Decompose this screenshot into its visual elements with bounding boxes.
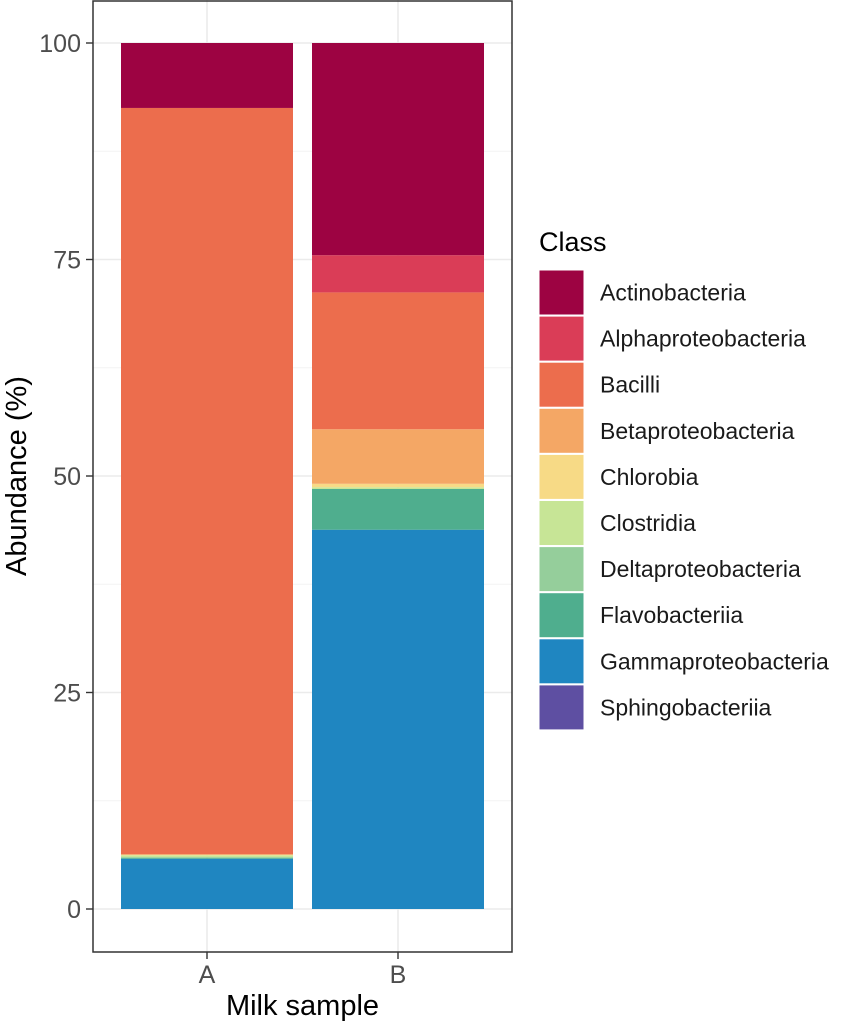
legend-label-deltaproteobacteria: Deltaproteobacteria [600, 556, 801, 582]
bar-segment-B-gammaproteobacteria [312, 529, 484, 909]
axes: 0 25 50 75 100 A B [39, 30, 406, 989]
legend-swatch-flavobacteriia [538, 592, 585, 639]
bar-segment-A-chlorobia [121, 854, 293, 856]
bar-segments [121, 43, 484, 909]
x-tick-label: A [199, 961, 216, 989]
bar-segment-B-alphaproteobacteria [312, 255, 484, 293]
bar-segment-A-flavobacteriia [121, 857, 293, 859]
y-tick-label: 25 [53, 680, 81, 708]
legend-label-gammaproteobacteria: Gammaproteobacteria [600, 648, 829, 674]
y-tick-label: 0 [67, 896, 81, 924]
legend-label-bacilli: Bacilli [600, 372, 660, 398]
legend: Actinobacteria Alphaproteobacteria Bacilli… [538, 269, 829, 731]
bar-segment-B-chlorobia [312, 483, 484, 488]
bar-segment-A-deltaproteobacteria [121, 857, 293, 858]
legend-swatch-alphaproteobacteria [538, 315, 585, 362]
legend-label-flavobacteriia: Flavobacteriia [600, 602, 743, 628]
x-tick-label: B [390, 961, 407, 989]
bar-segment-B-bacilli [312, 292, 484, 430]
y-tick-label: 50 [53, 463, 81, 491]
legend-swatch-gammaproteobacteria [538, 638, 585, 685]
bar-segment-B-clostridia [312, 487, 484, 489]
legend-swatch-sphingobacteriia [538, 684, 585, 731]
bar-segment-B-actinobacteria [312, 43, 484, 256]
legend-label-actinobacteria: Actinobacteria [600, 280, 746, 306]
bar-segment-A-bacilli [121, 107, 293, 855]
legend-swatch-deltaproteobacteria [538, 546, 585, 593]
y-tick-label: 100 [39, 30, 81, 58]
legend-label-alphaproteobacteria: Alphaproteobacteria [600, 326, 806, 352]
legend-label-chlorobia: Chlorobia [600, 464, 699, 490]
bar-segment-A-gammaproteobacteria [121, 858, 293, 909]
bar-segment-A-clostridia [121, 855, 293, 858]
bar-segment-B-betaproteobacteria [312, 429, 484, 484]
legend-swatch-bacilli [538, 361, 585, 408]
x-axis-title: Milk sample [226, 990, 379, 1022]
y-axis-title: Abundance (%) [1, 376, 33, 576]
legend-title: Class [539, 227, 607, 257]
legend-label-sphingobacteriia: Sphingobacteriia [600, 694, 772, 720]
legend-swatch-betaproteobacteria [538, 407, 585, 454]
legend-label-clostridia: Clostridia [600, 510, 696, 536]
legend-swatch-actinobacteria [538, 269, 585, 316]
bar-segment-A-actinobacteria [121, 43, 293, 108]
y-tick-label: 75 [53, 247, 81, 275]
legend-swatch-clostridia [538, 500, 585, 546]
bar-segment-B-flavobacteriia [312, 488, 484, 530]
legend-label-betaproteobacteria: Betaproteobacteria [600, 418, 795, 444]
legend-swatch-chlorobia [538, 453, 585, 500]
